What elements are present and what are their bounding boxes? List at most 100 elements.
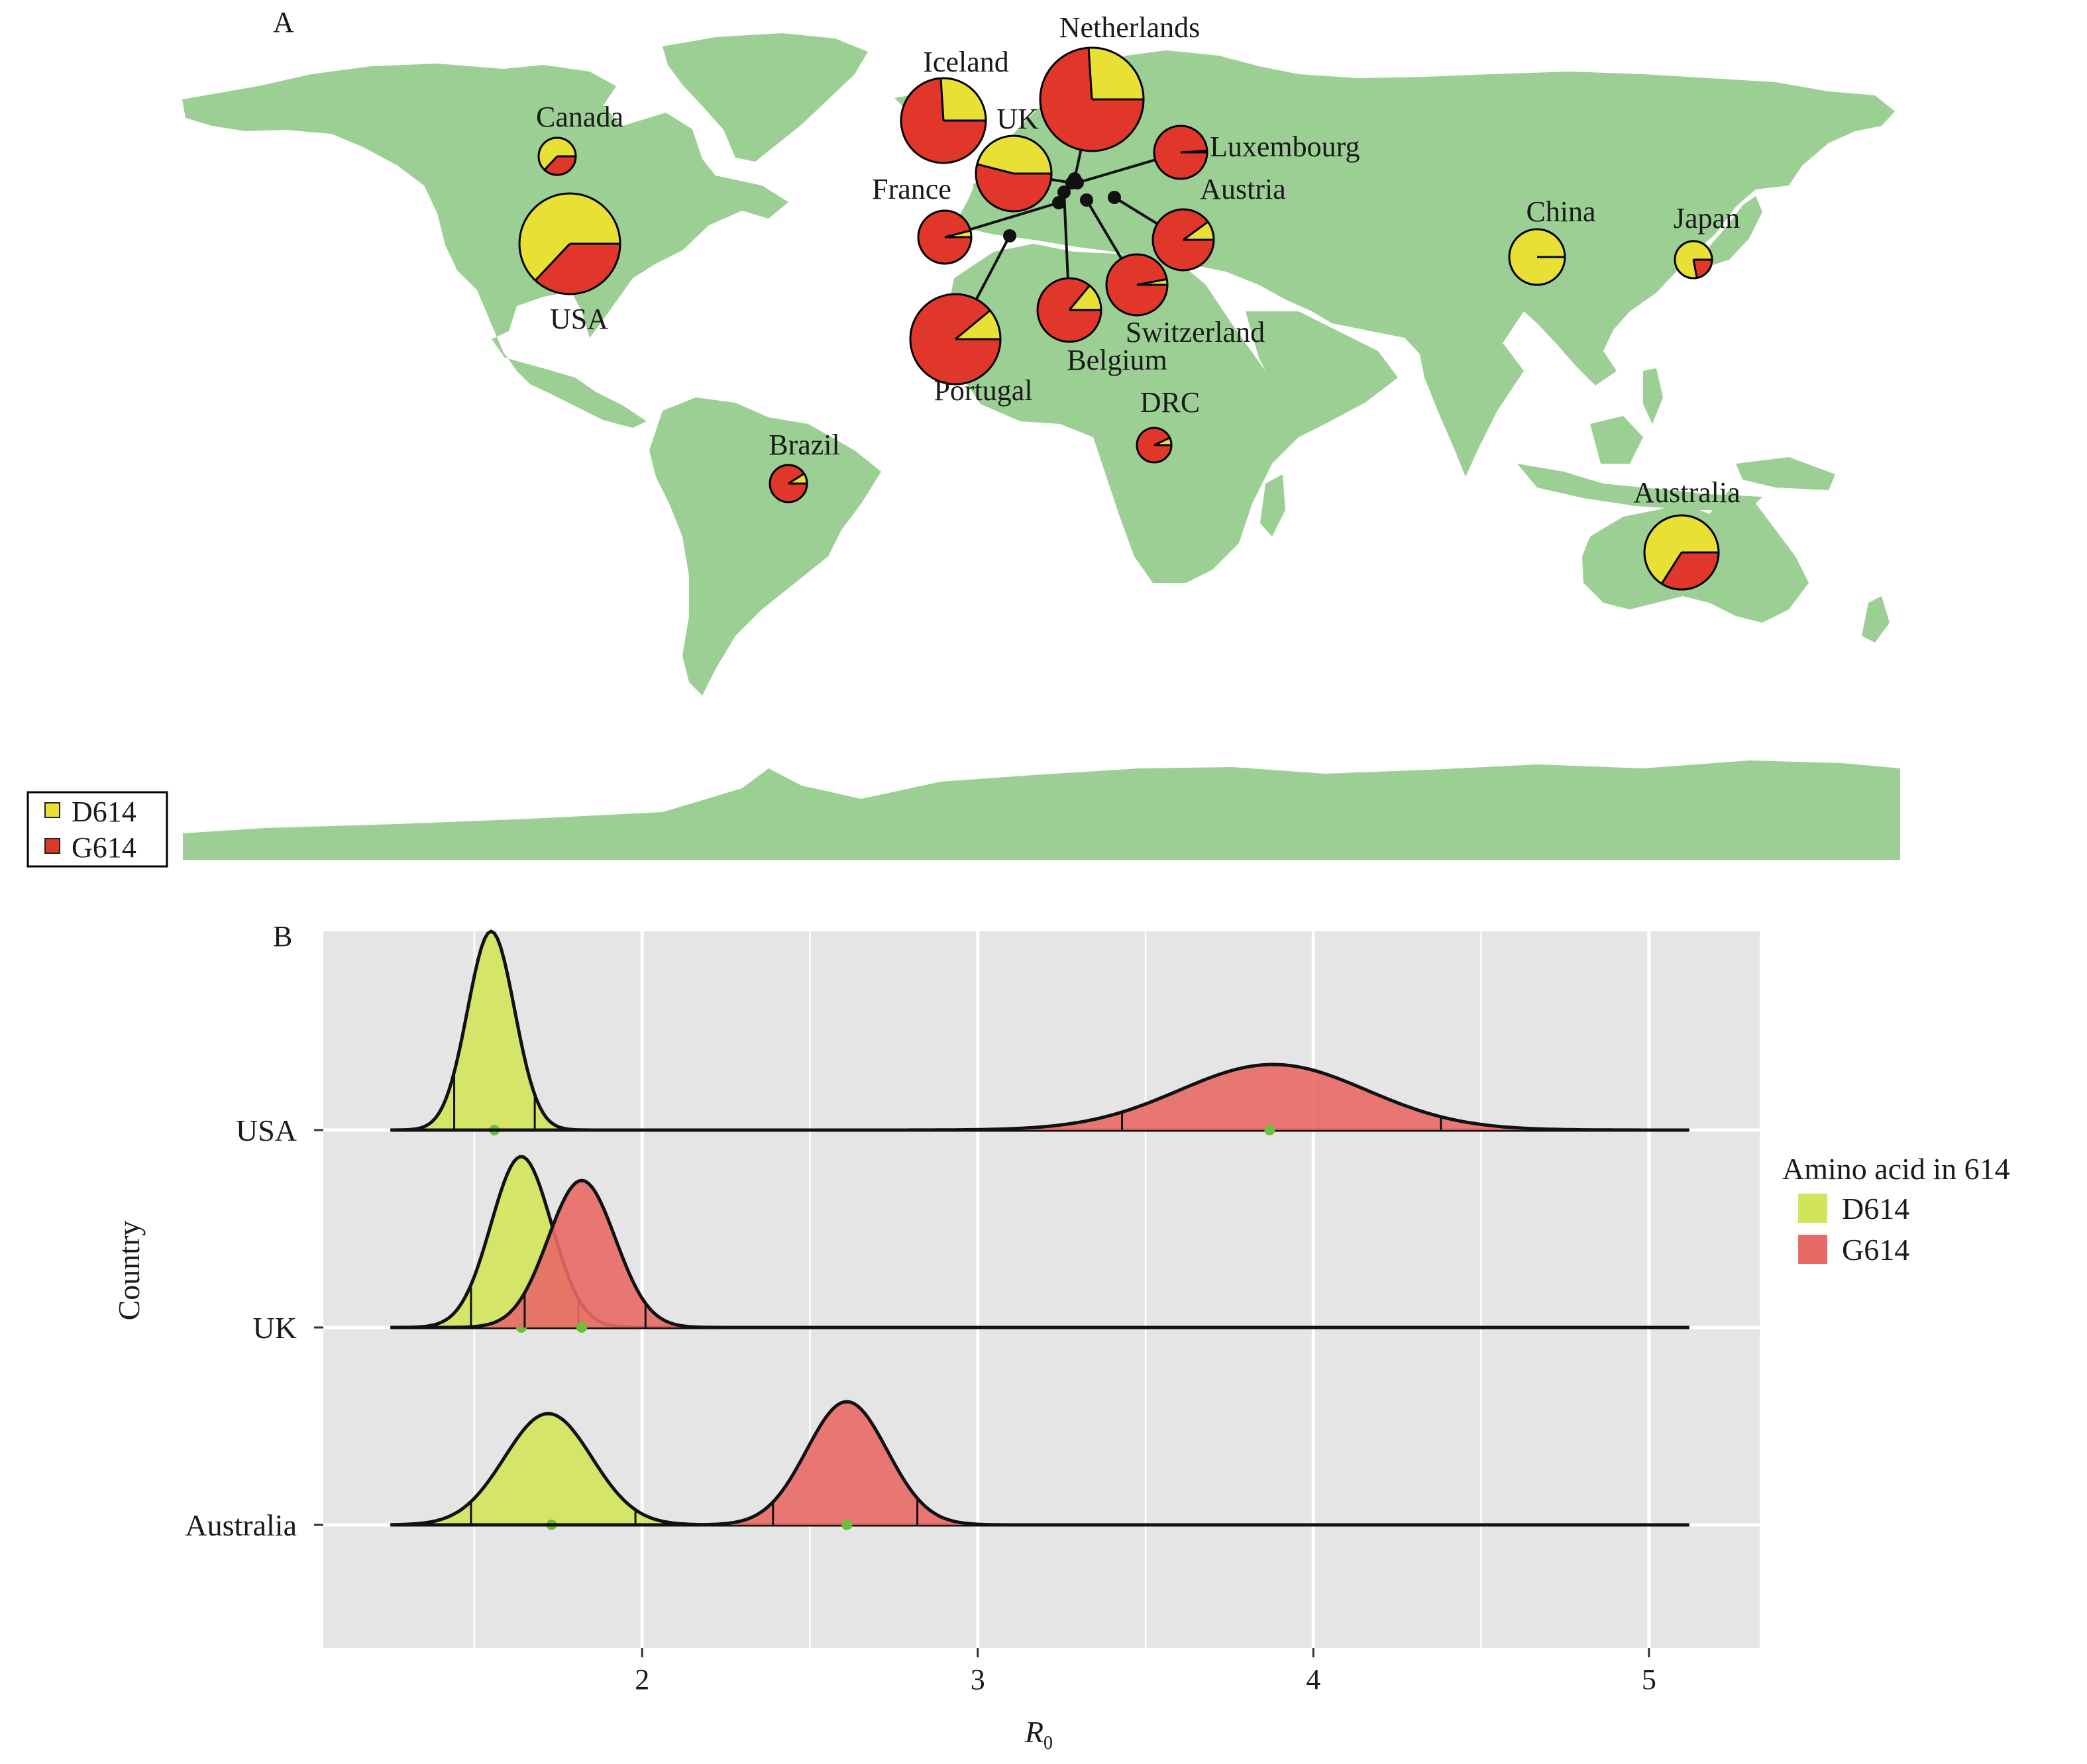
pie-divider2-usa <box>534 242 571 282</box>
pie-outline-usa <box>518 192 621 295</box>
pie-outline-netherlands <box>1039 46 1145 152</box>
land-north-america <box>182 64 788 428</box>
legend-label-g614: G614 <box>72 831 136 864</box>
pie-outline-portugal <box>909 293 1002 386</box>
x-axis-title: R0 <box>1024 1715 1053 1753</box>
pie-canada <box>537 136 577 176</box>
ridge-legend-label-g614: G614 <box>1842 1233 1909 1267</box>
x-axis: 2 3 4 5 <box>635 1648 1656 1696</box>
location-dot-switzerland <box>1080 193 1093 207</box>
ridge-australia-g614 <box>390 1400 1689 1530</box>
ridge-outline-australia-g614 <box>390 1400 1689 1527</box>
legend-swatch-d614 <box>44 802 60 818</box>
country-label-netherlands: Netherlands <box>1059 11 1201 44</box>
country-labels: Netherlands Iceland UK Canada USA Luxembourg F… <box>536 11 1740 509</box>
location-dot-luxembourg <box>1071 176 1084 189</box>
ridge-usa-g614 <box>390 1063 1689 1135</box>
pie-outline-iceland <box>900 77 987 164</box>
pie-usa <box>518 192 621 295</box>
pie-outline-canada <box>537 136 577 176</box>
pie-uk <box>975 134 1053 213</box>
ridge-uk-g614 <box>390 1178 1689 1333</box>
pie-slice-g614-uk <box>976 164 1051 211</box>
pie-divider2-drc <box>1153 437 1171 446</box>
panel-b-label: B <box>273 920 292 953</box>
pie-portugal <box>909 293 1002 386</box>
country-label-usa: USA <box>550 303 608 335</box>
location-dot-austria <box>1108 191 1121 204</box>
location-dot-portugal <box>1003 229 1016 242</box>
ridge-area-usa-d614 <box>390 931 1689 1130</box>
pie-outline-china <box>1508 228 1566 286</box>
ridge-median-point-usa-g614 <box>1264 1125 1275 1135</box>
ridge-legend-swatch-g614 <box>1798 1235 1827 1264</box>
land-india <box>1418 331 1524 477</box>
y-axis-title: Country <box>112 1221 146 1321</box>
pie-divider2-uk <box>977 163 1014 175</box>
pie-slice-g614-usa <box>535 244 620 294</box>
vertical-gridlines <box>473 931 1651 1648</box>
country-label-uk: UK <box>996 103 1039 135</box>
map-legend: D614 G614 <box>27 791 168 868</box>
pie-belgium <box>1036 277 1102 343</box>
legend-label-d614: D614 <box>72 796 136 828</box>
pie-divider2-canada <box>543 155 559 171</box>
pie-outline-luxembourg <box>1153 125 1208 180</box>
pie-divider2-austria <box>1183 221 1209 241</box>
land-indonesia <box>1517 464 1762 510</box>
pie-divider2-netherlands <box>1087 48 1093 100</box>
x-tick-label-2: 2 <box>635 1663 649 1696</box>
country-label-austria: Austria <box>1200 173 1286 205</box>
country-label-france: France <box>872 173 951 205</box>
country-label-belgium: Belgium <box>1067 344 1167 376</box>
land-south-america <box>649 397 881 696</box>
y-tick-label-australia: Australia <box>185 1508 297 1542</box>
ridgeline-panel: B USA UK Australia 2 3 4 5 Country R0 Amino a… <box>112 920 2010 1753</box>
country-label-iceland: Iceland <box>923 46 1008 78</box>
land-africa <box>943 244 1325 583</box>
pie-divider2-belgium <box>1068 285 1091 311</box>
country-label-drc: DRC <box>1140 386 1200 419</box>
pie-australia <box>1643 514 1720 591</box>
panel-a-label: A <box>273 6 294 38</box>
pie-switzerland <box>1105 253 1169 317</box>
pie-outline-switzerland <box>1105 253 1169 317</box>
country-label-luxembourg: Luxembourg <box>1210 130 1360 163</box>
y-tick-label-uk: UK <box>253 1311 297 1345</box>
y-tick-label-usa: USA <box>236 1114 297 1147</box>
pie-austria <box>1151 208 1215 272</box>
land-greenland <box>663 33 868 162</box>
ridge-outline-usa-g614 <box>390 1063 1689 1132</box>
pie-iceland <box>900 77 987 164</box>
ridge-legend-label-d614: D614 <box>1842 1192 1909 1225</box>
ridge-area-uk-g614 <box>390 1180 1689 1327</box>
pie-outline-brazil <box>769 464 808 503</box>
pie-outline-drc <box>1136 427 1173 464</box>
pie-outline-australia <box>1643 514 1720 591</box>
pie-brazil <box>769 464 808 503</box>
pie-outline-france <box>917 209 973 265</box>
land-madagascar <box>1260 474 1285 537</box>
location-dot-france <box>1052 196 1065 209</box>
country-label-china: China <box>1526 195 1595 228</box>
ridge-median-point-australia-g614 <box>841 1520 853 1530</box>
pie-divider2-luxembourg <box>1180 149 1208 154</box>
land-philippines <box>1643 368 1663 424</box>
land-new-zealand <box>1862 596 1890 643</box>
country-label-switzerland: Switzerland <box>1126 316 1265 348</box>
pie-slice-g614-luxembourg <box>1153 125 1207 179</box>
location-dot-belgium <box>1057 185 1071 199</box>
country-label-portugal: Portugal <box>934 374 1032 407</box>
pie-outline-austria <box>1151 208 1215 272</box>
ridge-area-usa-g614 <box>390 1064 1689 1130</box>
pie-japan <box>1674 240 1713 280</box>
pie-luxembourg <box>1153 125 1208 180</box>
ridge-legend-swatch-d614 <box>1798 1194 1827 1223</box>
pie-drc <box>1136 427 1173 464</box>
x-tick-label-4: 4 <box>1306 1663 1320 1696</box>
ridge-area-australia-d614 <box>390 1414 1689 1525</box>
pie-charts <box>518 46 1720 591</box>
pie-divider2-france <box>944 229 971 238</box>
country-label-japan: Japan <box>1674 202 1740 234</box>
